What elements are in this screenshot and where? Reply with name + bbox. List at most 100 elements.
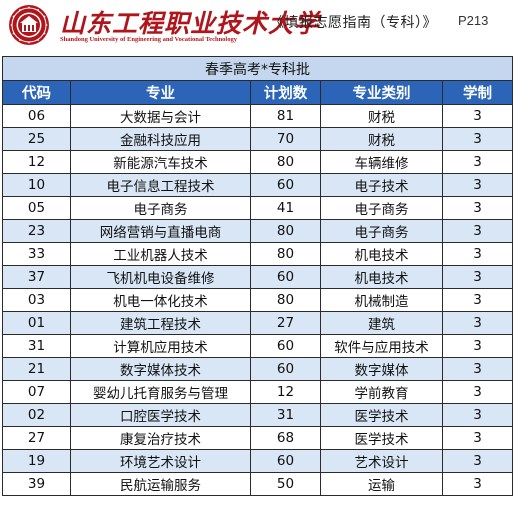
- cell-plan-count: 31: [250, 403, 321, 427]
- cell-duration: 3: [441, 288, 514, 312]
- cell-major: 机电一体化技术: [70, 288, 251, 312]
- table-row: 21 数字媒体技术 60 数字媒体 3: [2, 357, 514, 381]
- cell-duration: 3: [441, 449, 514, 473]
- table-row: 31 计算机应用技术 60 软件与应用技术 3: [2, 334, 514, 358]
- cell-code: 06: [2, 104, 71, 128]
- column-header-duration: 学制: [441, 80, 514, 105]
- university-seal-icon: [9, 5, 49, 45]
- cell-plan-count: 27: [250, 311, 321, 335]
- cell-duration: 3: [441, 219, 514, 243]
- cell-code: 05: [2, 196, 71, 220]
- cell-duration: 3: [441, 380, 514, 404]
- cell-duration: 3: [441, 150, 514, 174]
- cell-plan-count: 12: [250, 380, 321, 404]
- cell-plan-count: 60: [250, 265, 321, 289]
- cell-category: 财税: [320, 104, 443, 128]
- cell-duration: 3: [441, 196, 514, 220]
- university-name: 山东工程职业技术大学: [60, 9, 321, 38]
- cell-code: 07: [2, 380, 71, 404]
- cell-code: 39: [2, 472, 71, 496]
- cell-major: 数字媒体技术: [70, 357, 251, 381]
- university-logo: 山东工程职业技术大学 Shandong University of Engine…: [56, 4, 319, 48]
- cell-duration: 3: [441, 173, 514, 197]
- table-body: 06 大数据与会计 81 财税 3 25 金融科技应用 70 财税 3 12 新能源汽车技术 80 车辆维…: [2, 104, 514, 496]
- table-row: 02 口腔医学技术 31 医学技术 3: [2, 403, 514, 427]
- column-header-category: 专业类别: [320, 80, 443, 105]
- document-title: 《填报志愿指南（专科）》: [270, 15, 437, 31]
- cell-code: 23: [2, 219, 71, 243]
- cell-plan-count: 50: [250, 472, 321, 496]
- cell-category: 数字媒体: [320, 357, 443, 381]
- cell-code: 19: [2, 449, 71, 473]
- cell-plan-count: 41: [250, 196, 321, 220]
- column-header-plan-count: 计划数: [250, 80, 321, 105]
- column-header-row: 代码 专业 计划数 专业类别 学制: [2, 80, 514, 105]
- cell-major: 大数据与会计: [70, 104, 251, 128]
- cell-plan-count: 80: [250, 288, 321, 312]
- cell-plan-count: 70: [250, 127, 321, 151]
- cell-major: 新能源汽车技术: [70, 150, 251, 174]
- university-name-en: Shandong University of Engineering and V…: [60, 36, 237, 43]
- cell-code: 02: [2, 403, 71, 427]
- cell-major: 建筑工程技术: [70, 311, 251, 335]
- cell-code: 21: [2, 357, 71, 381]
- cell-code: 12: [2, 150, 71, 174]
- cell-category: 机电技术: [320, 265, 443, 289]
- table-row: 33 工业机器人技术 80 机电技术 3: [2, 242, 514, 266]
- cell-category: 电子技术: [320, 173, 443, 197]
- cell-category: 电子商务: [320, 219, 443, 243]
- cell-major: 电子商务: [70, 196, 251, 220]
- cell-major: 康复治疗技术: [70, 426, 251, 450]
- cell-code: 27: [2, 426, 71, 450]
- batch-title: 春季高考*专科批: [1, 56, 514, 81]
- table-row: 12 新能源汽车技术 80 车辆维修 3: [2, 150, 514, 174]
- cell-code: 01: [2, 311, 71, 335]
- cell-category: 医学技术: [320, 403, 443, 427]
- table-row: 10 电子信息工程技术 60 电子技术 3: [2, 173, 514, 197]
- cell-duration: 3: [441, 127, 514, 151]
- cell-category: 软件与应用技术: [320, 334, 443, 358]
- cell-category: 艺术设计: [320, 449, 443, 473]
- cell-code: 25: [2, 127, 71, 151]
- table-row: 06 大数据与会计 81 财税 3: [2, 104, 514, 128]
- cell-duration: 3: [441, 265, 514, 289]
- cell-code: 03: [2, 288, 71, 312]
- table-row: 07 婴幼儿托育服务与管理 12 学前教育 3: [2, 380, 514, 404]
- cell-category: 学前教育: [320, 380, 443, 404]
- cell-major: 工业机器人技术: [70, 242, 251, 266]
- cell-plan-count: 60: [250, 173, 321, 197]
- cell-duration: 3: [441, 311, 514, 335]
- cell-category: 机电技术: [320, 242, 443, 266]
- table-row: 23 网络营销与直播电商 80 电子商务 3: [2, 219, 514, 243]
- cell-plan-count: 81: [250, 104, 321, 128]
- cell-code: 10: [2, 173, 71, 197]
- table-row: 01 建筑工程技术 27 建筑 3: [2, 311, 514, 335]
- table-row: 19 环境艺术设计 60 艺术设计 3: [2, 449, 514, 473]
- cell-major: 网络营销与直播电商: [70, 219, 251, 243]
- cell-major: 环境艺术设计: [70, 449, 251, 473]
- cell-plan-count: 80: [250, 242, 321, 266]
- cell-category: 车辆维修: [320, 150, 443, 174]
- cell-category: 医学技术: [320, 426, 443, 450]
- enrollment-plan-table: 春季高考*专科批 代码 专业 计划数 专业类别 学制 06 大数据与会计 81 财税 3…: [1, 56, 514, 496]
- cell-duration: 3: [441, 334, 514, 358]
- table-row: 05 电子商务 41 电子商务 3: [2, 196, 514, 220]
- table-row: 39 民航运输服务 50 运输 3: [2, 472, 514, 496]
- cell-category: 机械制造: [320, 288, 443, 312]
- page-header: 山东工程职业技术大学 Shandong University of Engine…: [0, 0, 516, 52]
- cell-category: 财税: [320, 127, 443, 151]
- enrollment-table-container: 春季高考*专科批 代码 专业 计划数 专业类别 学制 06 大数据与会计 81 财税 3…: [1, 56, 514, 496]
- cell-category: 运输: [320, 472, 443, 496]
- cell-major: 计算机应用技术: [70, 334, 251, 358]
- cell-plan-count: 68: [250, 426, 321, 450]
- cell-major: 电子信息工程技术: [70, 173, 251, 197]
- cell-major: 婴幼儿托育服务与管理: [70, 380, 251, 404]
- batch-title-row: 春季高考*专科批: [1, 56, 514, 81]
- cell-plan-count: 60: [250, 449, 321, 473]
- cell-plan-count: 80: [250, 150, 321, 174]
- cell-duration: 3: [441, 426, 514, 450]
- cell-category: 建筑: [320, 311, 443, 335]
- table-row: 03 机电一体化技术 80 机械制造 3: [2, 288, 514, 312]
- table-row: 25 金融科技应用 70 财税 3: [2, 127, 514, 151]
- cell-plan-count: 80: [250, 219, 321, 243]
